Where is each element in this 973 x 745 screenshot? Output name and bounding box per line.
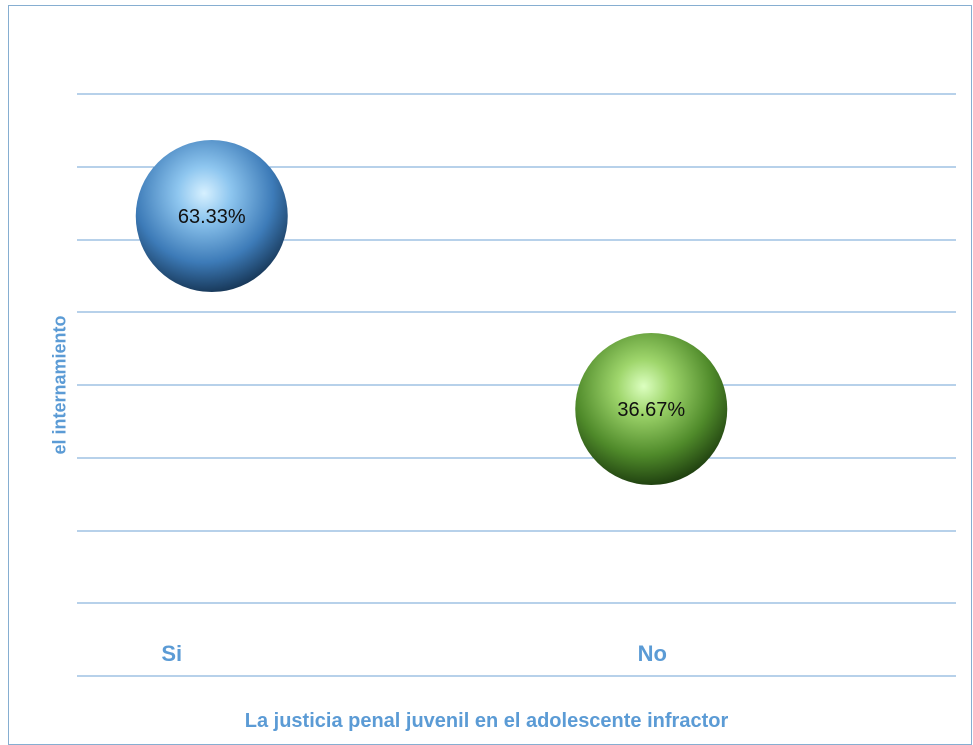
data-point-si (135, 140, 288, 293)
data-labels: 63.33% 36.67% (178, 206, 686, 421)
x-axis-label: La justicia penal juvenil en el adolesce… (244, 710, 729, 732)
data-points (135, 140, 728, 486)
data-label-si: 63.33% (178, 206, 246, 228)
x-tick-label-si: Si (161, 641, 182, 666)
x-tick-label-no: No (638, 641, 667, 666)
data-label-no: 36.67% (617, 399, 685, 421)
x-tick-labels: Si No (161, 641, 667, 666)
y-axis-label: el internamiento (49, 315, 70, 455)
data-point-no (575, 333, 728, 486)
chart-frame (8, 5, 972, 745)
